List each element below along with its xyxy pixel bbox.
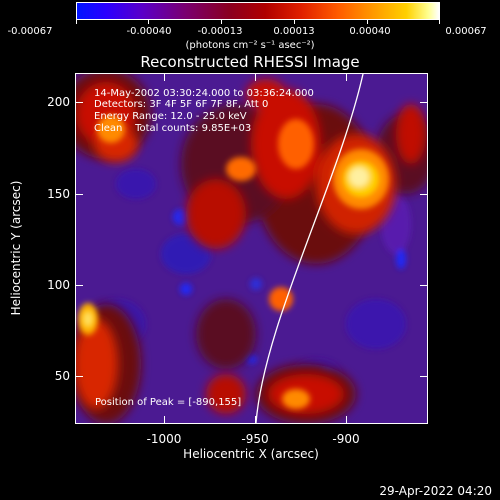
rhessi-image-map (76, 74, 427, 423)
clean-counts-text: Clean Total counts: 9.85E+03 (94, 123, 252, 134)
colorbar-label: -0.00067 (7, 26, 53, 37)
colorbar-labels: -0.00067 -0.00040 -0.00013 0.00013 0.000… (0, 0, 500, 60)
y-tick-label: 100 (47, 278, 70, 292)
time-range-text: 14-May-2002 03:30:24.000 to 03:36:24.000 (94, 88, 314, 99)
colorbar-tick (367, 20, 368, 24)
colorbar (76, 2, 440, 24)
colorbar-tick (294, 20, 295, 24)
colorbar-tick (439, 20, 440, 24)
colorbar-tick (76, 20, 77, 24)
colorbar-units: (photons cm⁻² s⁻¹ asec⁻²) (185, 40, 315, 51)
colorbar-gradient (76, 2, 440, 20)
x-tick-label: -950 (241, 432, 269, 446)
colorbar-label: 0.00040 (349, 26, 391, 37)
y-tick-label: 50 (54, 369, 70, 383)
y-tick-mark (420, 102, 427, 103)
energy-range-text: Energy Range: 12.0 - 25.0 keV (94, 111, 247, 122)
timestamp: 29-Apr-2022 04:20 (379, 484, 492, 498)
colorbar-tick (148, 20, 149, 24)
x-tick-label: -900 (332, 432, 360, 446)
x-tick-mark (164, 416, 165, 423)
x-axis-label: Heliocentric X (arcsec) (183, 447, 319, 461)
x-tick-mark (255, 74, 256, 81)
x-tick-mark (346, 74, 347, 81)
x-tick-label: -1000 (146, 432, 182, 446)
colorbar-label: 0.00067 (445, 26, 487, 37)
colorbar-label: -0.00013 (197, 26, 243, 37)
x-tick-mark (255, 416, 256, 423)
colorbar-label: 0.00013 (273, 26, 315, 37)
y-tick-mark (76, 285, 83, 286)
x-tick-mark (346, 416, 347, 423)
peak-position-text: Position of Peak = [-890,155] (95, 397, 242, 408)
y-tick-mark (420, 285, 427, 286)
y-tick-label: 200 (47, 95, 70, 109)
x-tick-mark (164, 74, 165, 81)
y-tick-label: 150 (47, 187, 70, 201)
y-axis-label: Heliocentric Y (arcsec) (9, 180, 23, 316)
y-tick-mark (76, 194, 83, 195)
rhessi-image-plot (75, 73, 428, 424)
image-title: Reconstructed RHESSI Image (140, 53, 360, 71)
y-tick-mark (76, 376, 83, 377)
colorbar-label: -0.00040 (126, 26, 172, 37)
colorbar-tick (221, 20, 222, 24)
y-tick-mark (76, 102, 83, 103)
y-tick-mark (420, 194, 427, 195)
detectors-text: Detectors: 3F 4F 5F 6F 7F 8F, Att 0 (94, 99, 269, 110)
y-tick-mark (420, 376, 427, 377)
